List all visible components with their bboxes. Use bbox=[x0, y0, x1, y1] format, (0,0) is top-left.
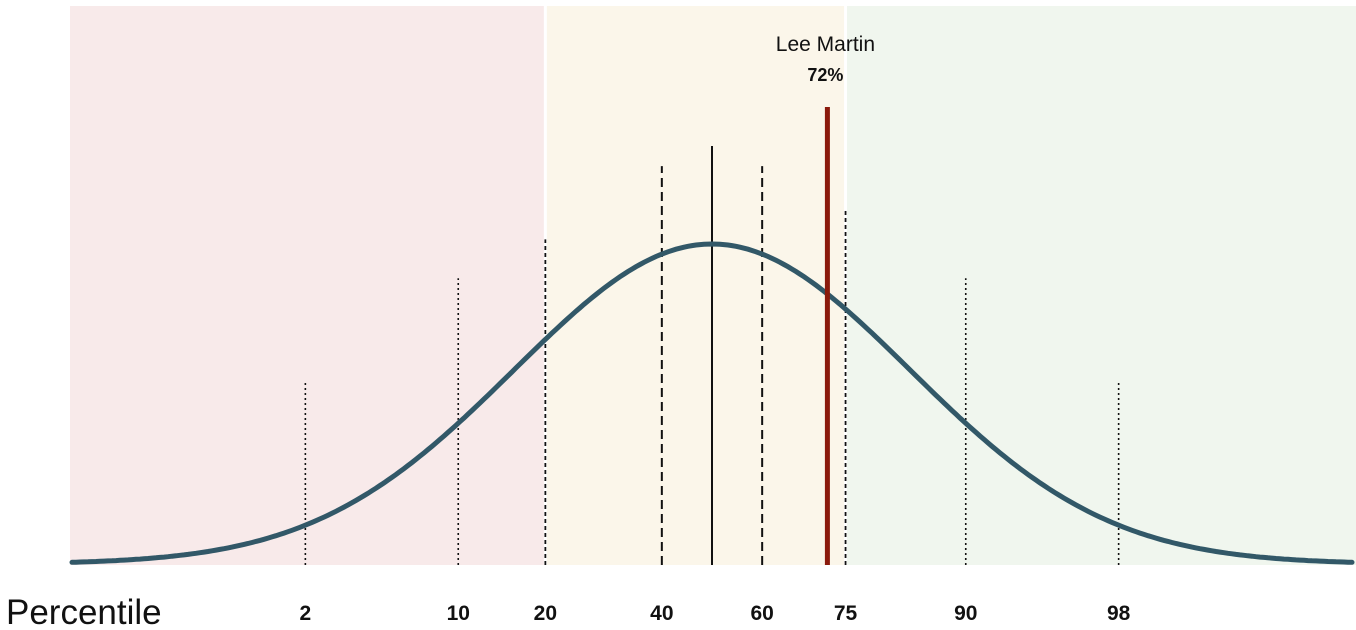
band-2 bbox=[847, 6, 1356, 565]
distribution-curve bbox=[69, 241, 1355, 565]
band-0 bbox=[70, 6, 544, 565]
marker-value-label: 72% bbox=[807, 65, 843, 85]
tick-label-20: 20 bbox=[534, 602, 557, 625]
tick-label-90: 90 bbox=[954, 602, 977, 625]
tick-label-group: 2 10 20 40 60 75 90 98 bbox=[300, 602, 1131, 625]
band-1 bbox=[546, 6, 845, 565]
marker-name-label: Lee Martin bbox=[776, 33, 875, 56]
tick-label-75: 75 bbox=[834, 602, 858, 625]
band-group bbox=[70, 6, 1356, 565]
x-axis-title: Percentile bbox=[6, 593, 162, 630]
tick-label-60: 60 bbox=[750, 602, 773, 625]
tick-label-40: 40 bbox=[650, 602, 673, 625]
tick-label-10: 10 bbox=[447, 602, 470, 625]
percentile-guide-lines bbox=[304, 146, 1120, 565]
tick-label-2: 2 bbox=[300, 602, 312, 625]
tick-label-98: 98 bbox=[1107, 602, 1131, 625]
